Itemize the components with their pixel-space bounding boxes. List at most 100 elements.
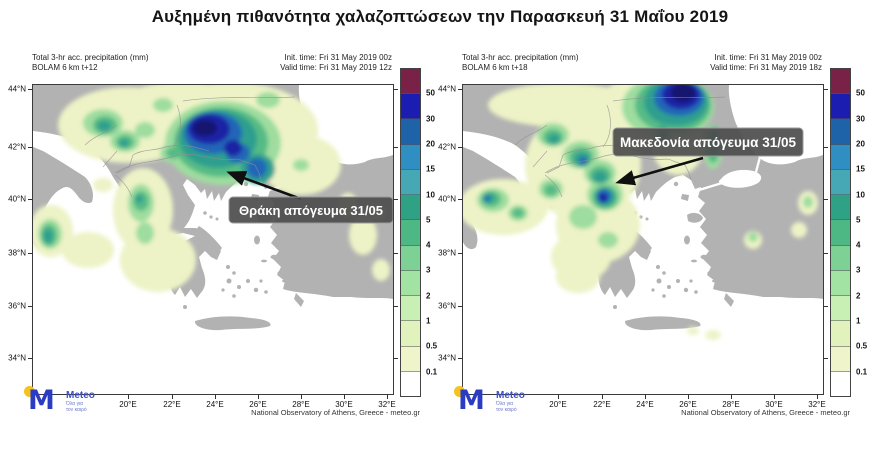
legend-value: 0.1 [856,367,868,377]
annotation-label: Θράκη απόγευμα 31/05 [239,203,383,218]
annotation-thraki: Θράκη απόγευμα 31/05 [226,171,393,224]
legend-value: 3 [426,265,431,275]
lat-tick-label: 38°N [8,248,26,258]
legend-value: 5 [426,215,431,225]
logo-tagline: τον καιρό [66,407,87,413]
lon-tick-label: 26°E [249,400,267,409]
legend-swatch [831,69,850,95]
legend-swatch [831,321,850,347]
meteo-m-icon: M [28,385,55,416]
lat-tick-label: 34°N [8,353,26,363]
legend-value: 10 [426,190,435,200]
legend-swatch [831,296,850,322]
legend-value: 1 [426,316,431,326]
lat-tick-label: 36°N [8,301,26,311]
legend-value: 30 [426,114,435,124]
sun-icon [24,386,35,397]
lat-tick-label: 40°N [438,194,456,204]
annotation-arrow [615,156,704,186]
legend-swatch [401,69,420,95]
precip-scale-legend: 50 30 20 15 10 5 4 3 2 1 0.5 0.1 [830,68,870,397]
legend-value: 20 [426,139,435,149]
product-name: Total 3-hr acc. precipitation (mm) [462,53,579,62]
lon-tick-label: 22°E [163,400,181,409]
legend-swatch [831,346,850,372]
map-canvas: Μακεδονία απόγευμα 31/05 [463,85,823,394]
legend-swatch [401,346,420,372]
legend-value: 0.5 [856,341,868,351]
legend-colorbar [400,68,421,397]
lon-tick-label: 20°E [119,400,137,409]
legend-value: 10 [856,190,865,200]
legend-swatch [831,371,850,397]
legend-value: 3 [856,265,861,275]
lon-tick-label: 32°E [378,400,396,409]
legend-swatch [401,296,420,322]
model-run: BOLAM 6 km t+12 [32,63,98,72]
product-name: Total 3-hr acc. precipitation (mm) [32,53,149,62]
legend-swatch [831,169,850,196]
annotation-box [228,196,393,224]
precip-overlay [33,85,390,292]
credit-text: National Observatory of Athens, Greece -… [251,408,420,417]
lon-tick-label: 28°E [292,400,310,409]
lon-tick-label: 22°E [593,400,611,409]
lat-tick-label: 38°N [438,248,456,258]
annotation-makedonia: Μακεδονία απόγευμα 31/05 [612,127,804,186]
lat-tick-label: 44°N [438,84,456,94]
legend-value: 15 [856,164,865,174]
init-time: Init. time: Fri 31 May 2019 00z [284,53,392,62]
lon-tick-label: 28°E [722,400,740,409]
lat-tick-label: 44°N [8,84,26,94]
precipitation-map-t18: Μακεδονία απόγευμα 31/05 44°N 42°N 40°N … [438,84,828,409]
legend-value: 20 [856,139,865,149]
legend-value: 4 [426,240,431,250]
map-canvas: Θράκη απόγευμα 31/05 [33,85,393,394]
valid-time: Valid time: Fri 31 May 2019 12z [280,63,392,72]
legend-swatch [831,270,850,297]
legend-swatch [831,195,850,221]
legend-swatch [401,245,420,271]
meteo-logo: M Meteo Όλα για τον καιρό [454,385,556,427]
legend-swatch [401,94,420,120]
legend-value: 50 [856,88,865,98]
legend-swatch [401,270,420,297]
lon-tick-label: 30°E [335,400,353,409]
time-header: Init. time: Fri 31 May 2019 00z Valid ti… [280,53,392,73]
lat-tick-label: 42°N [8,142,26,152]
legend-swatch [831,94,850,120]
meteo-logo: M Meteo Όλα για τον καιρό [24,385,126,427]
lon-tick-label: 24°E [206,400,224,409]
logo-tagline: Όλα για [66,401,84,407]
forecast-panel-t12: Total 3-hr acc. precipitation (mm) BOLAM… [0,50,440,450]
legend-swatch [401,119,420,145]
legend-value: 50 [426,88,435,98]
forecast-panel-t18: Total 3-hr acc. precipitation (mm) BOLAM… [430,50,870,450]
sun-icon [454,386,465,397]
credit-text: National Observatory of Athens, Greece -… [681,408,850,417]
lon-tick-label: 26°E [679,400,697,409]
annotation-arrow [226,171,302,201]
precipitation-map-t12: Θράκη απόγευμα 31/05 44°N 42°N 40°N 38°N… [8,84,398,409]
annotation-box [612,127,804,157]
legend-swatch [401,195,420,221]
logo-name: Meteo [496,390,525,401]
logo-tagline: τον καιρό [496,407,517,413]
product-header: Total 3-hr acc. precipitation (mm) BOLAM… [462,53,578,73]
page-title: Αυξημένη πιθανότητα χαλαζοπτώσεων την Πα… [151,7,729,26]
legend-swatch [831,220,850,246]
legend-swatch [831,119,850,145]
lat-tick-label: 36°N [438,301,456,311]
lon-tick-label: 24°E [636,400,654,409]
meteo-m-icon: M [458,385,485,416]
lat-tick-label: 42°N [438,142,456,152]
legend-value: 5 [856,215,861,225]
legend-value: 15 [426,164,435,174]
lon-tick-label: 30°E [765,400,783,409]
init-time: Init. time: Fri 31 May 2019 00z [714,53,822,62]
legend-swatch [831,245,850,271]
product-header: Total 3-hr acc. precipitation (mm) BOLAM… [32,53,148,73]
legend-swatch [401,371,420,397]
lat-tick-label: 34°N [438,353,456,363]
